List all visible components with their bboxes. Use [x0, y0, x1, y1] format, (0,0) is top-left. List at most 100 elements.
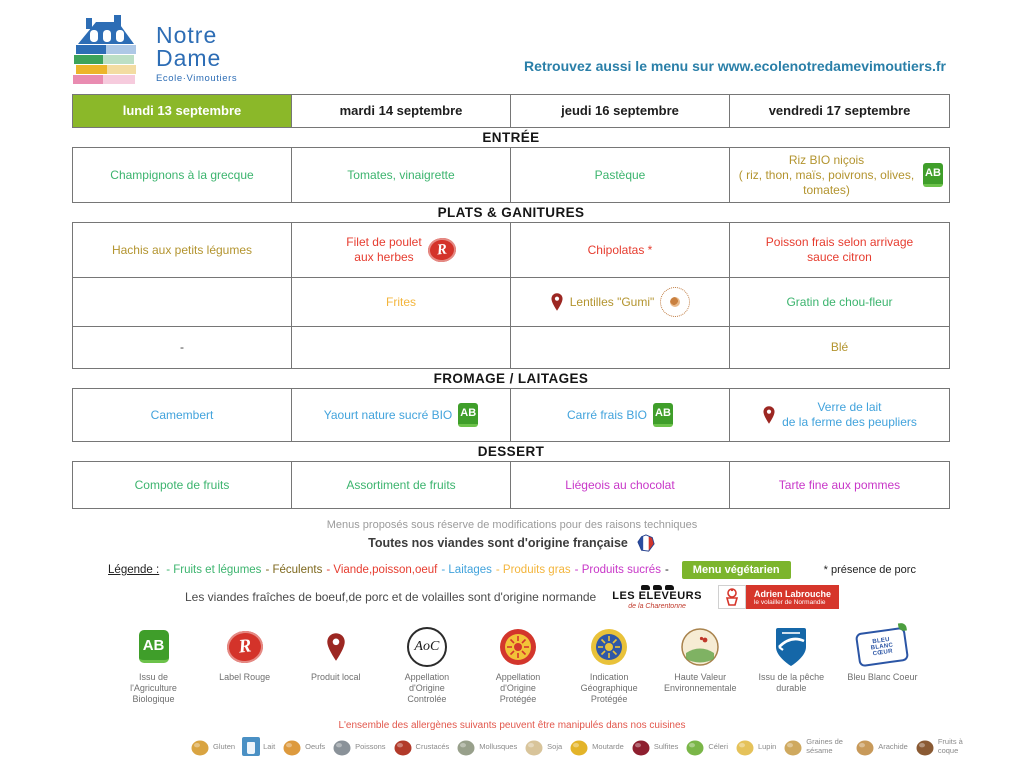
menu-cell	[511, 327, 730, 368]
menu-row: Compote de fruits Assortiment de fruits Li…	[72, 461, 950, 509]
allergens-title: L'ensemble des allergènes suivants peuve…	[338, 719, 686, 731]
certification-item: Produit local	[290, 626, 381, 683]
school-subtitle: Ecole·Vimoutiers	[156, 73, 238, 85]
dish-label: Tomates, vinaigrette	[347, 167, 455, 182]
allergen-item: Arachide	[855, 737, 908, 757]
menu-cell: Yaourt nature sucré BIO AB	[292, 389, 511, 441]
menu-row: Frites Lentilles "Gumi" Gratin de chou-fle…	[72, 277, 950, 327]
aop-logo	[498, 626, 538, 668]
dish-label: Verre de lait de la ferme des peupliers	[782, 400, 917, 429]
legend-row: Légende : - Fruits et légumes - Féculents…	[0, 561, 1024, 579]
certification-label: Produit local	[311, 671, 361, 682]
location-pin-icon	[551, 293, 563, 311]
menu-cell: Verre de lait de la ferme des peupliers	[730, 389, 949, 441]
legend-item: - Féculents	[265, 564, 323, 576]
bleu-blanc-coeur-logo: BLEU BLANC CŒUR	[855, 622, 910, 668]
allergen-label: Sulfites	[653, 741, 679, 751]
adrien-labrouche-logo: Adrien Labrouche le volailler de Normand…	[717, 585, 839, 610]
section-title: DESSERT	[477, 444, 545, 459]
certification-item: R Label Rouge	[199, 626, 290, 683]
allergen-item: Céleri	[685, 737, 728, 757]
section-title: FROMAGE / LAITAGES	[433, 371, 589, 386]
eleveurs-title: LES ELEVEURS	[612, 590, 702, 602]
dish-label: Gratin de chou-fleur	[786, 294, 893, 309]
cow-icons	[640, 585, 674, 590]
dish-label: Riz BIO niçois( riz, thon, maïs, poivron…	[738, 152, 915, 197]
allergen-céleri-icon	[686, 740, 704, 756]
allergen-item: Crustacés	[393, 737, 450, 757]
certification-item: BLEU BLANC CŒUR Bleu Blanc Coeur	[837, 622, 928, 683]
allergen-mollusques-icon	[457, 740, 475, 756]
menu-table: lundi 13 septembre mardi 14 septembre jeud…	[72, 94, 950, 509]
menu-cell: Hachis aux petits légumes	[73, 223, 292, 277]
menu-sections: ENTRÉE Champignons à la grecque Tomates, v…	[72, 128, 950, 509]
modifications-note: Menus proposés sous réserve de modificat…	[326, 519, 698, 531]
allergen-item: Fruits à coque	[915, 737, 980, 757]
hve-logo	[681, 628, 719, 666]
menu-cell: Assortiment de fruits	[292, 462, 511, 508]
bbc-logo: BLEU BLANC CŒUR	[855, 622, 910, 668]
allergen-lupin-icon	[736, 740, 754, 756]
dish-label: Chipolatas *	[587, 242, 653, 257]
allergen-item: Moutarde	[569, 737, 624, 757]
allergen-label: Lait	[263, 741, 276, 751]
menu-row: Hachis aux petits légumes Filet de poulet…	[72, 222, 950, 278]
allergens-row: Gluten Lait Oeufs Poissons Crustacés Mollusqu…	[190, 737, 980, 757]
producer-stamp-badge	[660, 287, 691, 317]
label-rouge-badge: R	[426, 236, 457, 264]
certification-label: Bleu Blanc Coeur	[847, 671, 918, 682]
ab-logo: AB	[138, 626, 169, 668]
dish-label: Lentilles "Gumi"	[569, 294, 655, 309]
legend-item: - Laitages	[441, 564, 492, 576]
dish-label: Champignons à la grecque	[110, 167, 254, 182]
labrouche-red-panel: Adrien Labrouche le volailler de Normand…	[745, 585, 839, 610]
allergen-label: Oeufs	[305, 741, 326, 751]
msc-logo	[774, 626, 808, 668]
day-header-cell: mardi 14 septembre	[292, 95, 511, 127]
labrouche-name: Adrien Labrouche	[753, 588, 831, 599]
allergen-label: Moutarde	[592, 741, 624, 751]
day-header-cell: vendredi 17 septembre	[768, 102, 911, 118]
allergen-gluten-icon	[191, 740, 209, 756]
menu-cell	[292, 327, 511, 368]
ab-bio-badge: AB	[923, 163, 943, 187]
menu-cell: Frites	[292, 278, 511, 326]
allergen-label: Soja	[547, 741, 563, 751]
allergen-label: Arachide	[878, 741, 908, 751]
menu-cell: Camembert	[73, 389, 292, 441]
school-name-line1: Notre	[156, 22, 218, 48]
allergen-label: Gluten	[213, 741, 236, 751]
allergen-item: Lait	[242, 737, 276, 757]
allergen-label: Graines de sésame	[806, 737, 843, 755]
menu-row: Camembert Yaourt nature sucré BIO AB Carré …	[72, 388, 950, 442]
certification-item: AB Issu de l'Agriculture Biologique	[108, 626, 199, 706]
certification-item: Appellation d'Origine Protégée	[472, 626, 563, 706]
allergen-fruits-à-coque-icon	[916, 740, 934, 756]
allergen-item: Poissons	[332, 737, 386, 757]
menu-row: - Blé	[72, 326, 950, 369]
website-link[interactable]: Retrouvez aussi le menu sur www.ecolenot…	[524, 58, 946, 74]
menu-cell: Liégeois au chocolat	[511, 462, 730, 508]
menu-cell: Poisson frais selon arrivage sauce citron	[730, 223, 949, 277]
allergen-label: Céleri	[708, 741, 728, 751]
ab-bio-badge: AB	[653, 403, 673, 427]
milk-glass-icon	[247, 742, 256, 755]
certification-label: Label Rouge	[219, 671, 271, 682]
menu-cell: Carré frais BIO AB	[511, 389, 730, 441]
certification-label: Appellation d'Origine Protégée	[495, 671, 541, 705]
menu-cell: Filet de poulet aux herbes R	[292, 223, 511, 277]
allergen-arachide-icon	[856, 740, 874, 756]
allergen-graines-de-sésame-icon	[784, 740, 802, 756]
dish-label: Assortiment de fruits	[346, 477, 456, 492]
allergen-label: Mollusques	[479, 741, 518, 751]
allergen-label: Lupin	[757, 741, 777, 751]
label-rouge-logo: R	[225, 626, 265, 668]
pork-presence-note: * présence de porc	[823, 564, 916, 576]
menu-cell: Compote de fruits	[73, 462, 292, 508]
allergen-lait-icon	[242, 737, 261, 757]
produit-local-pin	[325, 626, 347, 668]
page-header: Notre Dame Ecole·Vimoutiers Retrouvez au…	[0, 0, 1024, 88]
allergen-label: Crustacés	[415, 741, 450, 751]
allergen-item: Gluten	[190, 737, 235, 757]
french-meat-note: Toutes nos viandes sont d'origine frança…	[368, 536, 628, 550]
